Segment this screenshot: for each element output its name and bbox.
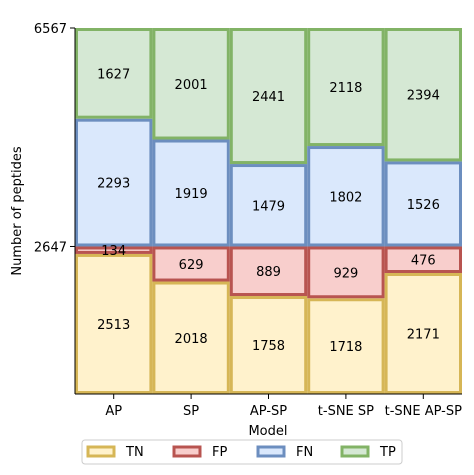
bar-segment-tp: [384, 28, 463, 162]
value-labels-layer: 2513 134 2293 1627 2018 629 1919 2001 1758 889 147…: [97, 67, 440, 355]
legend-frame: [81, 439, 403, 465]
bar-segment-fp: [384, 246, 463, 274]
value-label-tn: 2171: [407, 328, 440, 343]
value-label-fp: 889: [256, 265, 281, 280]
x-tick-label: AP-SP: [250, 404, 287, 419]
value-label-fp: 476: [411, 254, 436, 269]
bar-segment-fn: [307, 146, 385, 247]
x-tick-label: t-SNE SP: [318, 404, 374, 419]
value-label-tn: 1718: [329, 340, 362, 355]
x-tick-label: t-SNE AP-SP: [385, 404, 463, 419]
legend-label-tn: TN: [125, 445, 144, 460]
value-label-fn: 1802: [329, 190, 362, 205]
bar-segment-tp: [152, 28, 230, 140]
bar-segment-fn: [152, 139, 230, 247]
bar-segment-tn: [384, 273, 463, 395]
value-label-fp: 929: [333, 266, 358, 281]
bar-segment-tp: [307, 28, 385, 147]
legend-swatch-fp: [172, 445, 202, 458]
value-label-tn: 1758: [252, 339, 285, 354]
y-tick-label: 2647: [34, 240, 67, 255]
bar-segment-tn: [75, 253, 153, 394]
y-axis-title: Number of peptides: [10, 146, 25, 275]
axes-layer: 2647 6567 AP SP AP-SP t-SNE SP t-SNE AP-SP: [34, 22, 462, 419]
bars-layer: [75, 28, 463, 395]
y-tick-label: 6567: [34, 22, 67, 37]
legend-swatch-tp: [340, 445, 370, 458]
value-label-fn: 1526: [407, 198, 440, 213]
legend-label-fn: FN: [296, 445, 313, 460]
x-tick-label: SP: [183, 404, 199, 419]
value-label-tn: 2513: [97, 318, 130, 333]
bar-segment-tp: [229, 28, 308, 165]
value-label-tp: 1627: [97, 67, 130, 82]
value-label-tp: 2118: [329, 81, 362, 96]
legend-label-fp: FP: [212, 445, 227, 460]
legend: TN FP FN TP: [81, 439, 403, 465]
x-tick-label: AP: [105, 404, 122, 419]
bar-segment-tp: [75, 28, 153, 119]
bar-segment-tn: [152, 281, 230, 394]
value-label-tp: 2441: [252, 90, 285, 105]
value-label-tp: 2394: [407, 89, 440, 104]
value-label-fp: 629: [179, 258, 204, 273]
bar-segment-fp: [75, 246, 153, 254]
bar-segment-fp: [152, 246, 230, 282]
bar-segment-fp: [229, 246, 308, 297]
bar-segment-tn: [229, 296, 308, 395]
value-label-fn: 1919: [175, 187, 208, 202]
value-label-tn: 2018: [175, 332, 208, 347]
x-axis-title: Model: [248, 424, 287, 439]
bar-segment-fn: [229, 164, 308, 247]
bar-segment-fp: [307, 246, 385, 299]
bar-segment-fn: [384, 161, 463, 247]
value-label-fp: 134: [101, 244, 126, 259]
bar-segment-fn: [75, 118, 153, 247]
legend-swatch-tn: [86, 445, 116, 458]
value-label-fn: 1479: [252, 199, 285, 214]
legend-swatch-fn: [256, 445, 286, 458]
value-label-fn: 2293: [97, 177, 130, 192]
value-label-tp: 2001: [175, 78, 208, 93]
bar-segment-tn: [307, 298, 385, 394]
legend-label-tp: TP: [379, 445, 396, 460]
